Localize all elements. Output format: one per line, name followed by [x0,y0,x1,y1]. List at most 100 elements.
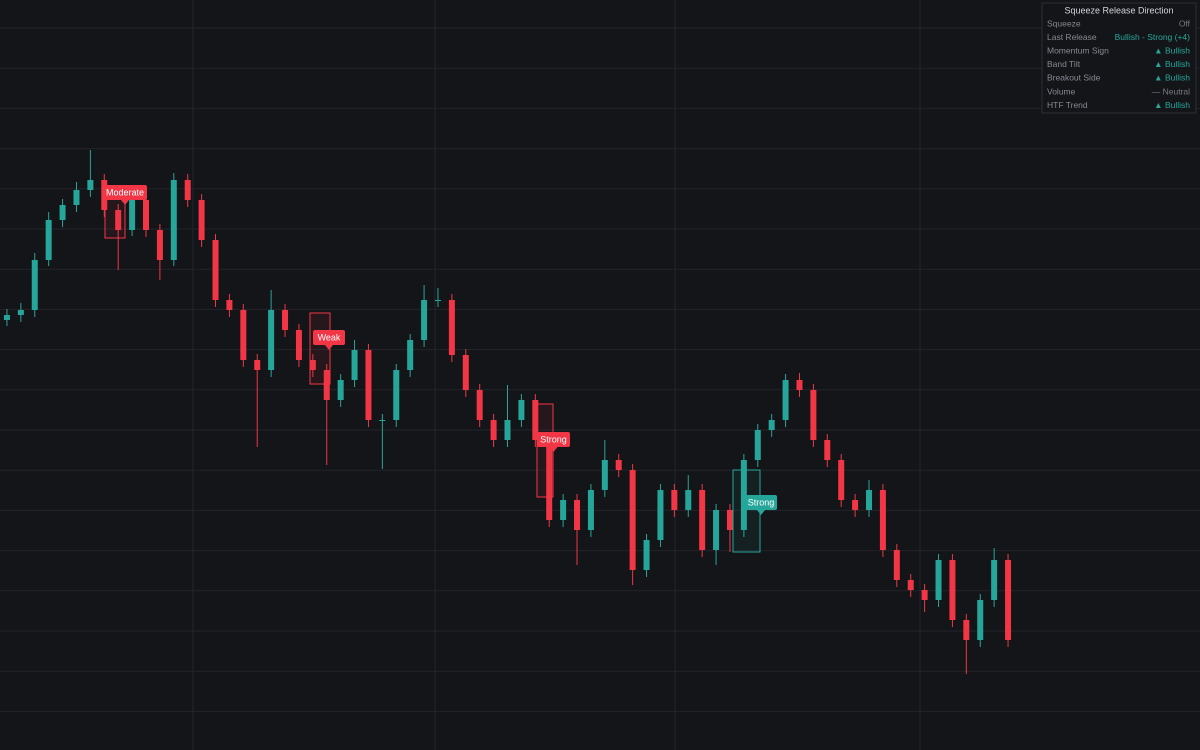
candle-body [421,300,428,340]
candle-body [462,355,469,390]
candle-body [323,370,330,400]
candle-body [713,510,720,550]
candle-body [73,190,80,205]
candle-body [309,360,316,370]
candle-body [184,180,191,200]
candle-body [754,430,761,460]
candle-body [142,200,149,230]
candle-body [935,560,942,600]
candle-body [17,310,24,315]
candle-body [115,210,122,230]
candle-body [532,400,539,440]
candle-body [546,440,553,520]
candle-body [226,300,233,310]
candle-body [838,460,845,500]
candle-body [574,500,581,530]
candle-body [393,370,400,420]
panel-row-label: Momentum Sign [1047,45,1109,55]
candle-body [518,400,525,420]
candle-body [726,510,733,530]
status-panel: Squeeze Release Direction Squeeze Off Last… [1041,2,1197,114]
panel-title: Squeeze Release Direction [1064,5,1173,15]
candle-body [268,310,275,370]
panel-row-value: Bullish - Strong (+4) [1115,32,1191,42]
candle-body [587,490,594,530]
candle-body [198,200,205,240]
panel-row-label: Band Tilt [1047,59,1081,69]
candle-body [907,580,914,590]
panel-row-label: Last Release [1047,32,1097,42]
candle-body [504,420,511,440]
candle-body [240,310,247,360]
candle-body [337,380,344,400]
signal-pointer [325,345,333,350]
signal-pointer [121,200,129,205]
candle-body [810,390,817,440]
signal-pointer [757,510,765,515]
candle-body [45,220,52,260]
candle-body [490,420,497,440]
candle-body [782,380,789,420]
signal-zone [536,403,554,498]
candle-body [866,490,873,510]
candles [3,150,1012,674]
candle-body [671,490,678,510]
signal-label-box [103,185,147,200]
candle-body [560,500,567,520]
candle-body [156,230,163,260]
candle-body [170,180,177,260]
candle-body [699,490,706,550]
panel-row-label: Volume [1047,86,1076,96]
candle-body [31,260,38,310]
panel-row-value: ▲ Bullish [1154,73,1190,83]
panel-row-value: ▲ Bullish [1154,45,1190,55]
candle-body [379,420,386,421]
candle-body [434,300,441,301]
panel-row-label: HTF Trend [1047,100,1088,110]
signal-label: Weak [318,332,341,342]
candle-body [129,200,136,230]
candle-body [351,350,358,380]
panel-row-value: Off [1179,18,1191,28]
candle-body [212,240,219,300]
candle-body [3,315,10,320]
candle-body [295,330,302,360]
candle-body [59,205,66,220]
signal-label-box [537,432,570,447]
candle-body [448,300,455,355]
candle-body [365,350,372,420]
candle-body [657,490,664,540]
candle-body [768,420,775,430]
candle-body [615,460,622,470]
signal-zone [309,312,331,385]
panel-row-value: ▲ Bullish [1154,100,1190,110]
signal-label-box [313,330,345,345]
signal-label: Strong [540,434,567,444]
candle-body [963,620,970,640]
candle-body [476,390,483,420]
panel-box [1041,2,1197,114]
candle-body [601,460,608,490]
signal-label-box [745,495,777,510]
candle-body [1005,560,1012,640]
panel-row-value: ▲ Bullish [1154,59,1190,69]
candle-body [87,180,94,190]
candle-body [852,500,859,510]
candle-body [949,560,956,620]
candle-body [643,540,650,570]
panel-row-value: — Neutral [1152,86,1190,96]
candle-body [977,600,984,640]
candle-body [893,550,900,580]
candle-body [824,440,831,460]
candle-body [991,560,998,600]
candle-body [685,490,692,510]
candle-body [879,490,886,550]
candle-body [629,470,636,570]
signal-label: Moderate [106,187,144,197]
signal-pointer [549,447,558,452]
candle-body [740,460,747,530]
panel-row-label: Squeeze [1047,18,1081,28]
